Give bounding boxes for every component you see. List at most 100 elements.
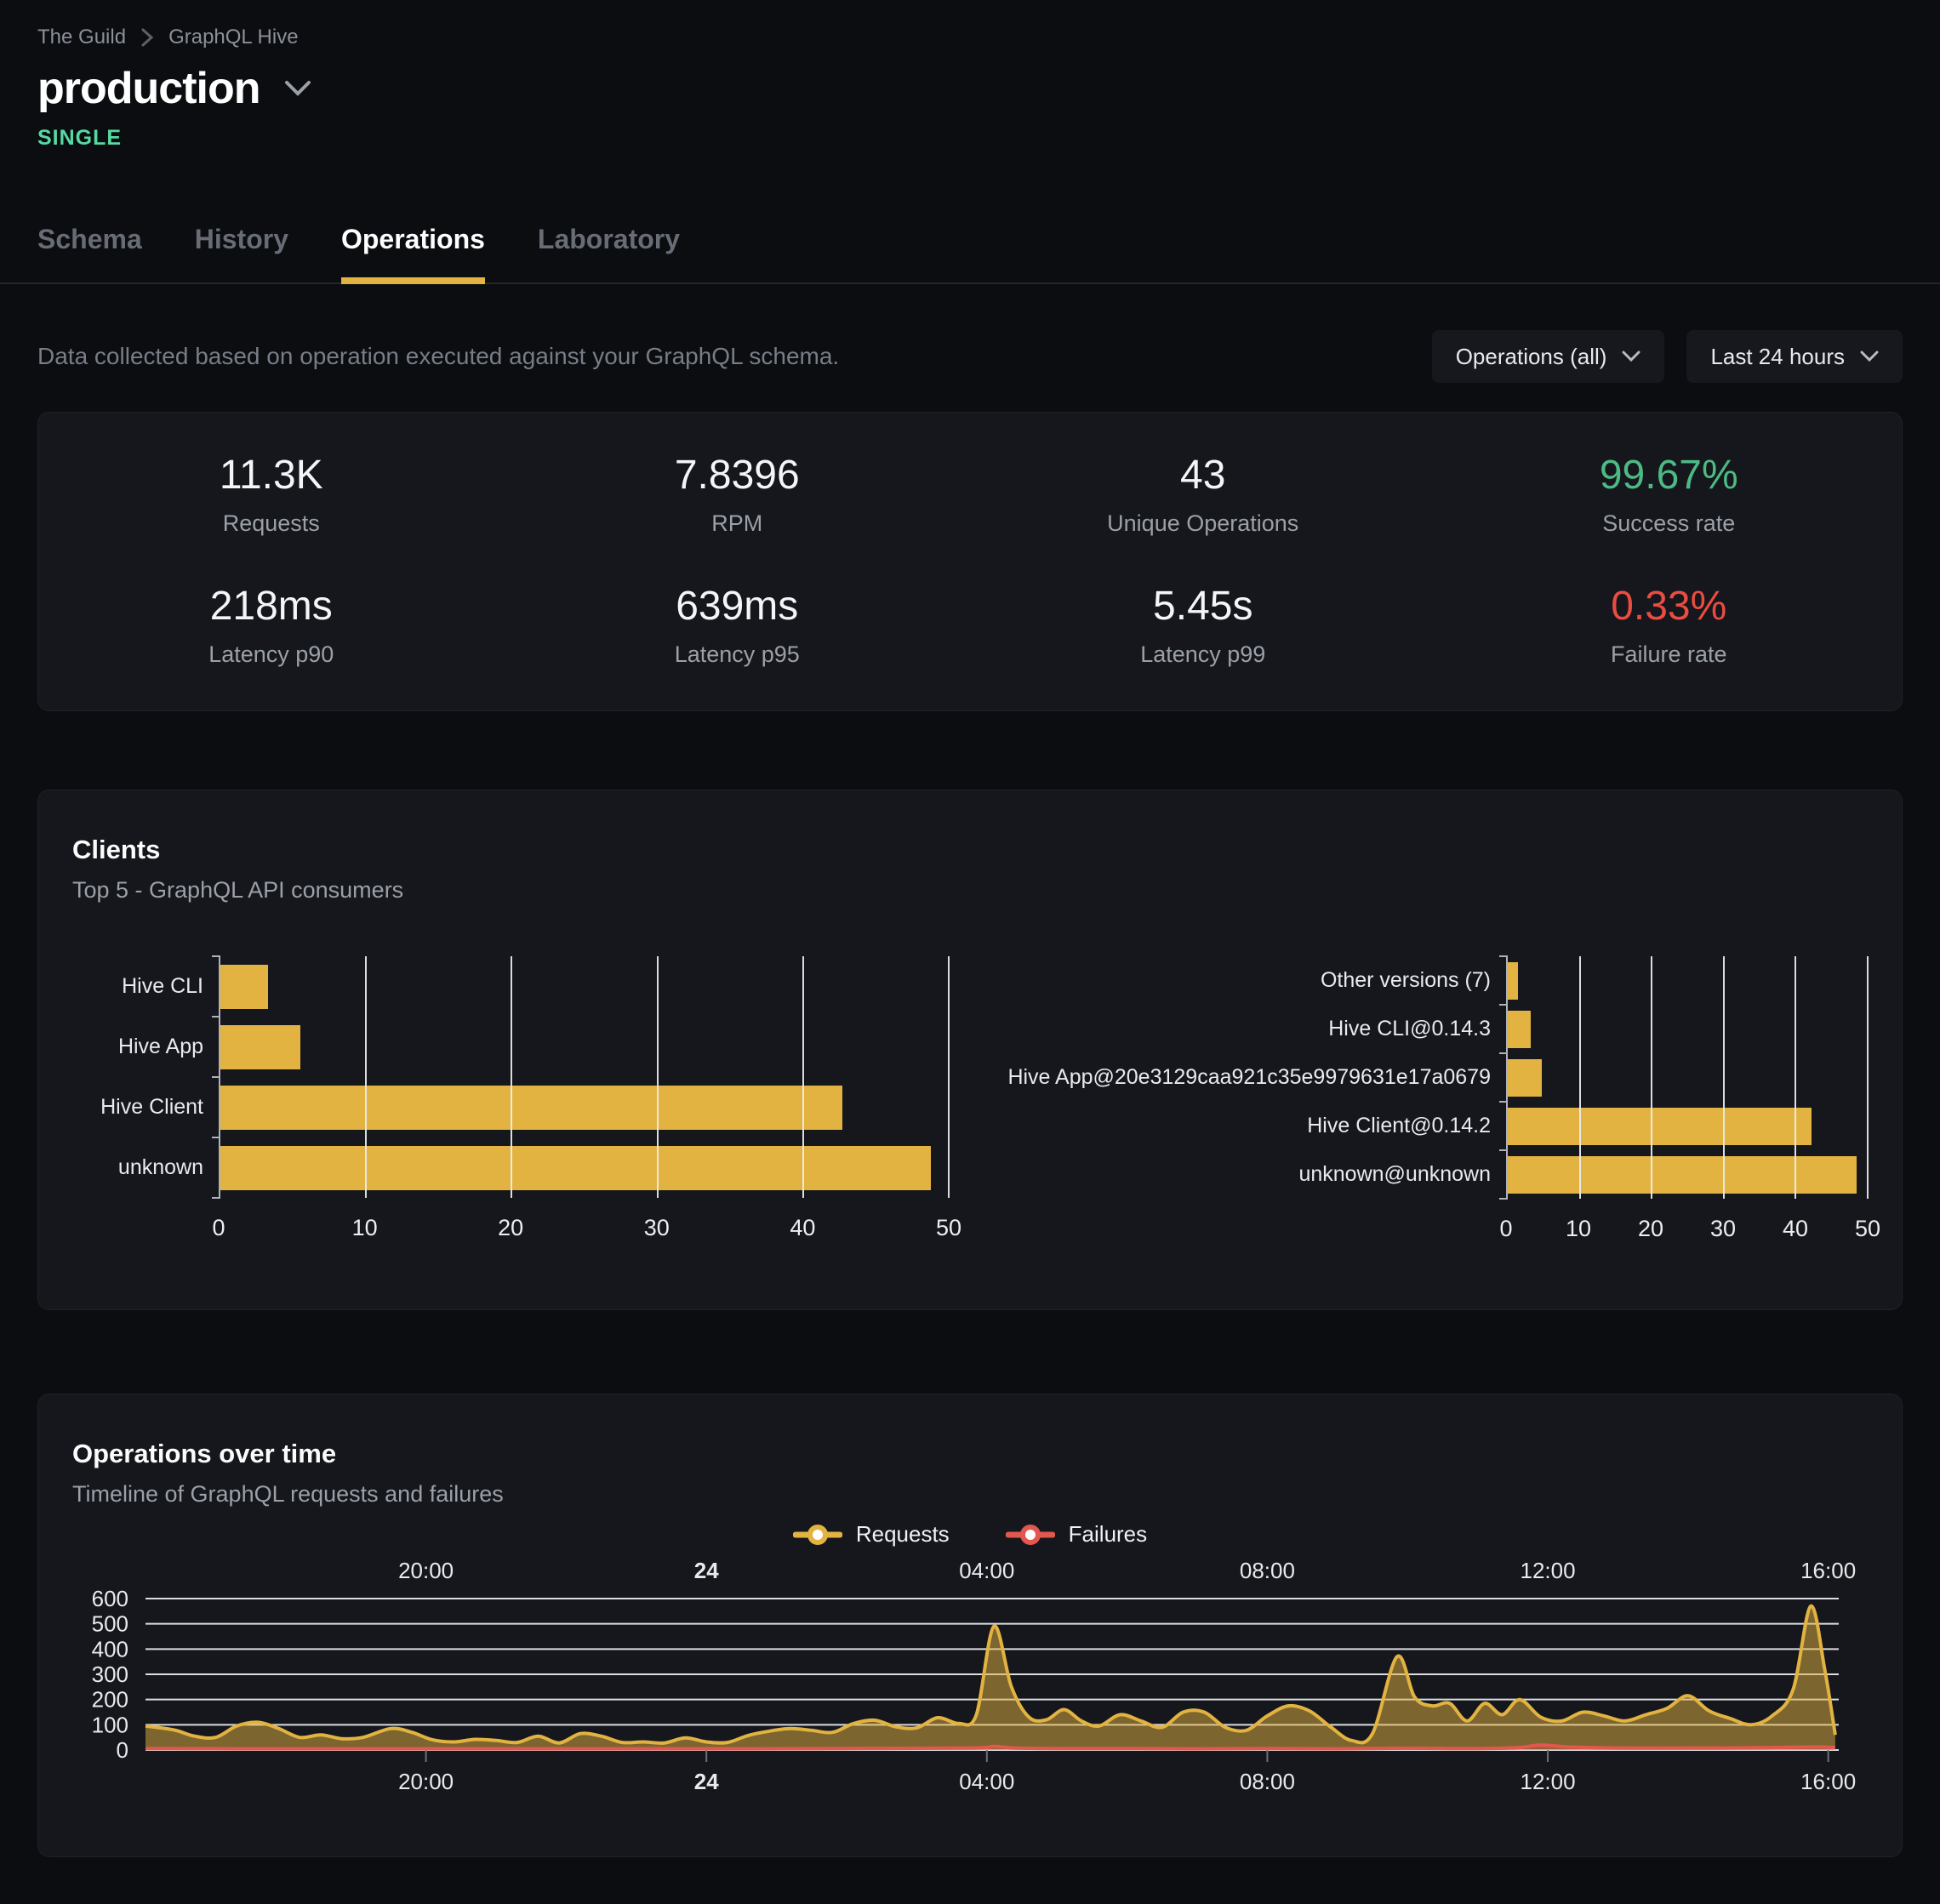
chevron-down-icon[interactable] xyxy=(284,80,311,97)
description-text: Data collected based on operation execut… xyxy=(37,343,840,369)
stat-success-rate: 99.67% Success rate xyxy=(1436,452,1903,537)
y-tick-label: 200 xyxy=(92,1687,128,1713)
bar-chart-axis: 0 10 20 30 40 50 xyxy=(1499,1206,1880,1250)
bar-row xyxy=(1508,1005,1868,1053)
bar-row xyxy=(220,956,949,1017)
x-tick-label: 50 xyxy=(935,1215,962,1240)
x-tick-label-bottom: 24 xyxy=(694,1769,719,1794)
x-tick-label-bottom: 16:00 xyxy=(1800,1769,1856,1794)
title-row: production xyxy=(37,63,1903,114)
axis-tick xyxy=(1499,1101,1508,1103)
clients-card-subtitle: Top 5 - GraphQL API consumers xyxy=(72,877,404,903)
x-tick-label: 10 xyxy=(351,1215,378,1240)
bar-row xyxy=(1508,956,1868,1005)
tab-schema[interactable]: Schema xyxy=(37,224,142,254)
axis-tick xyxy=(1499,1004,1508,1006)
target-type-badge: SINGLE xyxy=(37,126,123,150)
bar xyxy=(220,1145,932,1190)
bar-category-label: Hive App@20e3129caa921c35e9979631e17a067… xyxy=(1007,1065,1491,1089)
stat-label: Requests xyxy=(222,510,320,536)
stat-failure-rate: 0.33% Failure rate xyxy=(1436,583,1903,668)
bar-category-label: Hive Client@0.14.2 xyxy=(1307,1114,1491,1137)
x-tick-label-bottom: 08:00 xyxy=(1240,1769,1295,1794)
gridline xyxy=(656,956,659,1198)
bar-category-label: Hive CLI xyxy=(122,974,203,998)
axis-tick xyxy=(212,1076,220,1078)
x-tick-label-top: 12:00 xyxy=(1520,1558,1575,1583)
x-tick-label-top: 08:00 xyxy=(1240,1558,1295,1583)
bar-row xyxy=(220,1077,949,1137)
time-range-dropdown[interactable]: Last 24 hours xyxy=(1686,330,1903,383)
gridline xyxy=(1794,956,1797,1199)
legend-label: Failures xyxy=(1068,1521,1148,1547)
bar xyxy=(220,1085,843,1130)
tabs-nav: Schema History Operations Laboratory xyxy=(0,224,1940,284)
y-tick-label: 400 xyxy=(92,1636,128,1662)
stat-value: 0.33% xyxy=(1611,584,1727,629)
y-tick-label: 300 xyxy=(92,1662,128,1687)
bar xyxy=(220,964,269,1009)
timeline-card-subtitle: Timeline of GraphQL requests and failure… xyxy=(72,1481,504,1507)
x-tick-label-top: 24 xyxy=(694,1558,719,1583)
clients-card-title: Clients xyxy=(72,835,161,864)
stat-label: Latency p90 xyxy=(208,641,334,667)
x-tick-label: 40 xyxy=(790,1215,816,1240)
bar-category-label: unknown@unknown xyxy=(1298,1162,1491,1186)
x-tick-label: 0 xyxy=(212,1215,225,1240)
bar xyxy=(1508,1155,1857,1194)
stat-value: 43 xyxy=(1180,453,1226,498)
bar xyxy=(1508,1010,1532,1048)
clients-by-name-chart: Hive CLI Hive App Hive Client unknown 0 10 20 3… xyxy=(72,955,961,1250)
bar-chart-labels: Hive CLI Hive App Hive Client unknown xyxy=(72,956,219,1198)
x-tick-label-bottom: 12:00 xyxy=(1520,1769,1575,1794)
axis-tick xyxy=(1499,1052,1508,1054)
bar xyxy=(1508,1107,1812,1145)
legend-item-requests[interactable]: Requests xyxy=(792,1521,950,1548)
legend-label: Requests xyxy=(855,1521,950,1547)
x-tick-label-bottom: 04:00 xyxy=(959,1769,1014,1794)
tab-laboratory[interactable]: Laboratory xyxy=(537,224,681,254)
axis-tick xyxy=(1499,955,1508,957)
bar-chart-plot xyxy=(1499,955,1869,1200)
gridline xyxy=(1651,956,1653,1199)
stat-requests: 11.3K Requests xyxy=(38,452,505,537)
legend-marker-icon xyxy=(792,1524,842,1545)
breadcrumb: The Guild GraphQL Hive xyxy=(37,26,1903,49)
stat-rpm: 7.8396 RPM xyxy=(505,452,971,537)
legend-item-failures[interactable]: Failures xyxy=(1005,1521,1148,1548)
gridline xyxy=(802,956,804,1198)
x-tick-label: 30 xyxy=(643,1215,670,1240)
time-range-value: Last 24 hours xyxy=(1710,343,1845,369)
clients-by-version-chart: Other versions (7) Hive CLI@0.14.3 Hive Ap… xyxy=(1007,955,1880,1250)
gridline xyxy=(1722,956,1725,1199)
bar-chart-plot xyxy=(212,955,950,1199)
gridline xyxy=(948,956,950,1198)
x-tick-label-top: 16:00 xyxy=(1800,1558,1856,1583)
bar xyxy=(1508,961,1518,1000)
legend-marker-icon xyxy=(1005,1524,1055,1545)
tab-history[interactable]: History xyxy=(194,224,288,254)
x-tick-label-top: 20:00 xyxy=(398,1558,454,1583)
axis-tick xyxy=(1499,1198,1508,1200)
stat-label: Latency p99 xyxy=(1140,641,1266,667)
x-tick-label-bottom: 20:00 xyxy=(398,1769,454,1794)
chevron-right-icon xyxy=(141,28,154,47)
operations-filter-dropdown[interactable]: Operations (all) xyxy=(1431,330,1665,383)
breadcrumb-project[interactable]: GraphQL Hive xyxy=(168,26,299,48)
x-tick-label-top: 04:00 xyxy=(959,1558,1014,1583)
axis-tick xyxy=(212,955,220,957)
tab-operations[interactable]: Operations xyxy=(340,224,485,284)
chevron-down-icon xyxy=(1622,351,1640,362)
stat-value: 99.67% xyxy=(1599,453,1738,498)
y-tick-label: 100 xyxy=(92,1712,128,1737)
bar-row xyxy=(220,1137,949,1198)
axis-tick xyxy=(212,1016,220,1018)
requests-area xyxy=(146,1605,1835,1750)
breadcrumb-org[interactable]: The Guild xyxy=(37,26,127,48)
stat-label: Failure rate xyxy=(1610,641,1727,667)
operations-filter-value: Operations (all) xyxy=(1455,343,1607,369)
stat-value: 5.45s xyxy=(1153,584,1253,629)
stat-label: Latency p95 xyxy=(674,641,800,667)
timeline-chart-wrap: 0 100 200 300 400 500 600 20:00 20:00 24 24 04:00 04… xyxy=(72,1554,1868,1814)
